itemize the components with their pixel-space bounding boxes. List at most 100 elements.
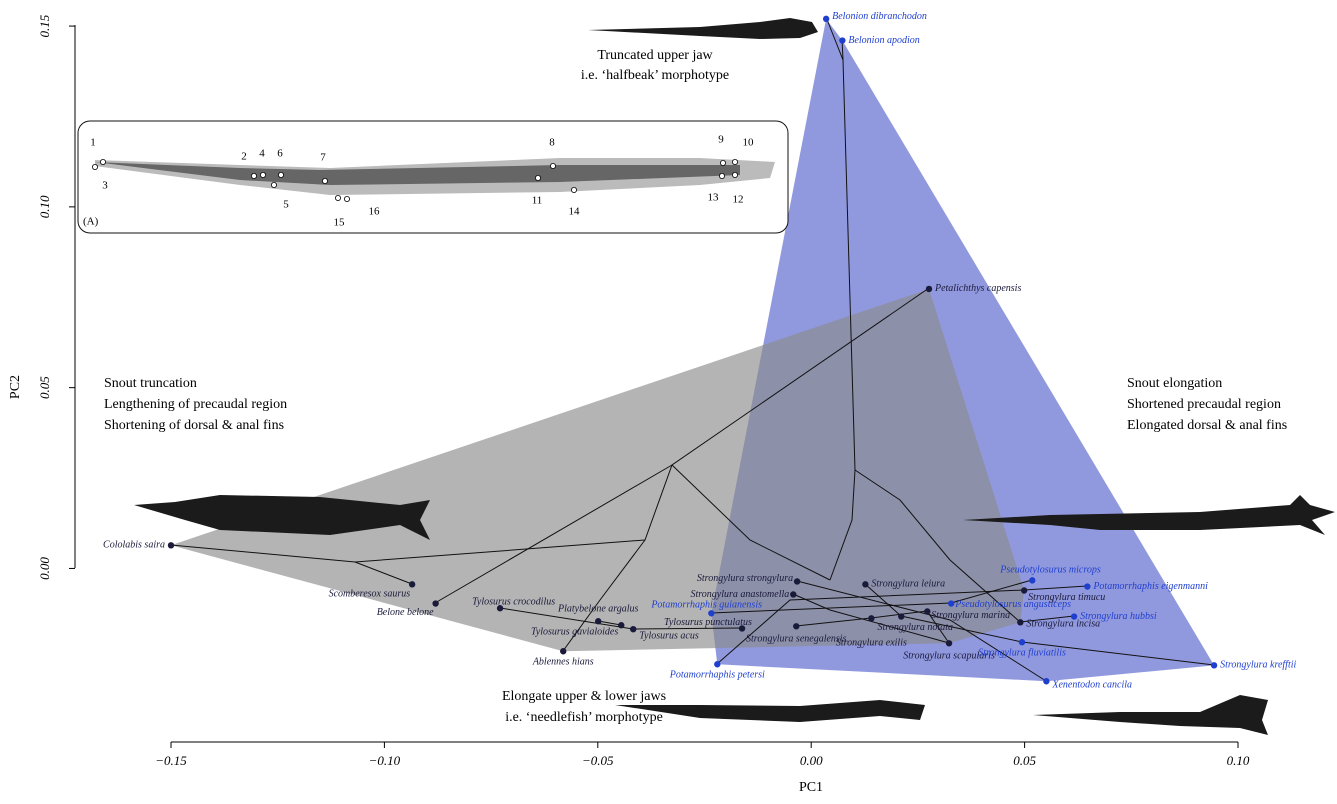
point (947, 600, 955, 607)
annotation: Shortening of dorsal & anal fins (104, 418, 284, 433)
point (1029, 577, 1036, 584)
point-label: Strongylura fluviatilis (978, 648, 1066, 659)
point (945, 640, 953, 647)
y-tick-label: 0.10 (37, 195, 52, 218)
annotation: i.e. ‘needlefish’ morphotype (505, 710, 663, 725)
branch (562, 539, 646, 652)
point (1210, 662, 1218, 669)
point-label: Belonion dibranchodon (832, 11, 927, 22)
point (868, 615, 875, 622)
landmark (535, 174, 542, 181)
landmark-label: 6 (277, 148, 283, 160)
y-tick-label: 0.00 (37, 557, 52, 580)
x-tick-label: −0.05 (582, 753, 614, 768)
inset-label: (A) (83, 216, 99, 228)
x-axis-title: PC1 (799, 780, 823, 795)
point-label: Potamorrhaphis petersi (669, 670, 765, 681)
x-tick-label: 0.00 (800, 753, 823, 768)
point (1070, 613, 1078, 620)
point (708, 610, 715, 617)
point-label: Tylosurus gavialoides (531, 627, 618, 638)
point (898, 613, 905, 620)
point (924, 608, 931, 615)
point (738, 625, 746, 632)
point-label: Strongylura timucu (1028, 592, 1105, 603)
point (1018, 639, 1026, 646)
point-label: Ablennes hians (532, 657, 594, 668)
landmark (250, 172, 257, 179)
landmark-label: 1 (90, 137, 96, 149)
fish (1033, 695, 1268, 735)
hull (171, 288, 1025, 652)
y-tick-label: 0.15 (37, 14, 52, 37)
hulls (171, 18, 1215, 682)
landmark (259, 171, 266, 178)
point-label: Strongylura scapularis (903, 651, 995, 662)
point (1020, 587, 1028, 594)
point-label: Strongylura notata (878, 622, 953, 633)
point-label: Pseudotylosurus microps (999, 565, 1101, 576)
landmark-label: 15 (334, 217, 346, 229)
point (560, 648, 567, 655)
landmark-label: 7 (320, 152, 326, 164)
x-tick-label: −0.10 (369, 753, 401, 768)
landmark (720, 159, 727, 166)
point-label: Strongylura senegalensis (746, 634, 847, 645)
branch (864, 583, 1215, 666)
point (1084, 583, 1091, 590)
landmark-label: 14 (569, 206, 581, 218)
landmark (277, 171, 284, 178)
fish (615, 700, 925, 722)
point (925, 285, 933, 293)
y-tick-label: 0.05 (37, 376, 52, 399)
point-label: Strongylura anastomella (690, 589, 789, 600)
point (432, 600, 439, 607)
point (714, 661, 721, 668)
annotation: Snout truncation (104, 376, 197, 391)
point (793, 623, 800, 630)
point (839, 37, 846, 44)
point-label: Cololabis saira (103, 540, 165, 551)
point-label: Pseudotylosurus angusticeps (954, 599, 1071, 610)
landmark (92, 163, 99, 170)
point-label: Strongylura strongylura (697, 573, 793, 584)
landmark-label: 10 (743, 137, 755, 149)
landmark-label: 12 (733, 194, 744, 206)
point-label: Tylosurus acus (639, 630, 699, 641)
point-label: Strongylura leiura (871, 579, 945, 590)
branch (796, 580, 1047, 682)
point (822, 15, 830, 23)
point (1017, 619, 1024, 626)
y-axis-title: PC2 (8, 375, 23, 399)
fish (588, 18, 818, 39)
fish (963, 495, 1335, 535)
annotation: Elongate upper & lower jaws (502, 689, 666, 704)
annotation: Shortened precaudal region (1127, 397, 1281, 412)
branch (354, 561, 413, 585)
landmark-label: 5 (283, 199, 289, 211)
point-label: Tylosurus crocodilus (472, 597, 555, 608)
landmark-label: 2 (241, 151, 247, 163)
point-label: Strongylura marina (931, 610, 1010, 621)
point-label: Scomberesox saurus (329, 589, 411, 600)
annotation: Truncated upper jaw (597, 48, 713, 63)
landmark (550, 162, 557, 169)
point-label: Strongylura incisa (1026, 619, 1100, 630)
x-tick-label: 0.10 (1227, 753, 1250, 768)
x-tick-label: −0.15 (155, 753, 187, 768)
annotation: Lengthening of precaudal region (104, 397, 287, 412)
point-label: Platybelone argalus (557, 604, 639, 615)
point (496, 605, 504, 612)
branch (671, 464, 831, 581)
point (618, 622, 625, 629)
point (1043, 678, 1050, 685)
landmark (321, 177, 328, 184)
landmark-label: 16 (369, 206, 381, 218)
branch (716, 585, 1088, 665)
landmark (719, 172, 726, 179)
landmark (343, 195, 350, 202)
point (630, 625, 637, 633)
branch (854, 469, 1075, 623)
annotation: i.e. ‘halfbeak’ morphotype (581, 68, 729, 83)
